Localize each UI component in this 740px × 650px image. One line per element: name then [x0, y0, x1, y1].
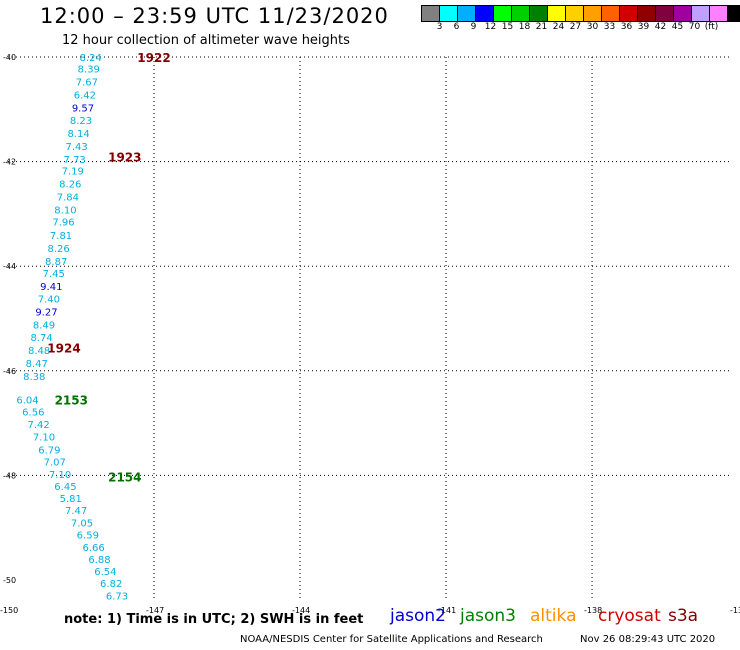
swh-value-label: 8.24 — [80, 53, 102, 64]
pass-time-label: 1924 — [47, 341, 80, 355]
swh-value-label: 7.40 — [38, 295, 60, 306]
page-title: 12:00 – 23:59 UTC 11/23/2020 — [40, 4, 389, 28]
lat-axis-label: -42 — [3, 158, 16, 167]
swh-value-label: 7.19 — [62, 166, 84, 177]
swh-value-label: 7.43 — [65, 142, 87, 153]
swh-value-label: 7.73 — [64, 155, 86, 166]
lon-axis-label: -138 — [584, 606, 602, 615]
swh-value-label: 7.10 — [33, 433, 55, 444]
lon-axis-label: -135 — [730, 606, 740, 615]
swh-value-label: 6.54 — [94, 567, 116, 578]
swh-value-label: 6.56 — [22, 408, 44, 419]
color-scale-label: 24 — [552, 22, 565, 32]
swh-value-label: 7.81 — [50, 231, 72, 242]
swh-value-label: 7.47 — [65, 506, 87, 517]
swh-value-label: 6.04 — [16, 396, 38, 407]
lat-axis-label: -44 — [3, 262, 16, 271]
swh-value-label: 7.05 — [71, 518, 93, 529]
swh-value-label: 7.96 — [52, 218, 74, 229]
swh-value-label: 8.49 — [33, 320, 55, 331]
lon-axis-label: -150 — [0, 606, 18, 615]
credit-text: NOAA/NESDIS Center for Satellite Applica… — [240, 634, 543, 645]
color-scale-label: (ft) — [704, 22, 719, 32]
lat-axis-label: -46 — [3, 367, 16, 376]
color-scale-bar — [421, 5, 740, 22]
swh-value-label: 8.74 — [30, 333, 52, 344]
color-scale-label: 45 — [671, 22, 684, 32]
swh-value-label: 9.57 — [72, 104, 94, 115]
swh-value-label: 7.45 — [43, 269, 65, 280]
swh-value-label: 6.59 — [77, 530, 99, 541]
swh-value-label: 6.45 — [54, 482, 76, 493]
color-scale-label: 70 — [688, 22, 701, 32]
swh-value-label: 8.38 — [23, 372, 45, 383]
color-scale-label: 12 — [484, 22, 497, 32]
page-subtitle: 12 hour collection of altimeter wave hei… — [62, 33, 350, 48]
swh-value-label: 6.66 — [83, 543, 105, 554]
swh-value-label: 6.42 — [74, 91, 96, 102]
color-scale-label: 36 — [620, 22, 633, 32]
lat-axis-label: -48 — [3, 471, 16, 480]
lon-axis-label: -144 — [292, 606, 310, 615]
color-scale-label: 33 — [603, 22, 616, 32]
swh-value-label: 5.81 — [60, 494, 82, 505]
lon-axis-label: -147 — [146, 606, 164, 615]
swh-value-label: 8.39 — [78, 65, 100, 76]
color-scale-label: 27 — [569, 22, 582, 32]
color-scale-label: 9 — [470, 22, 477, 32]
pass-time-label: 1922 — [137, 51, 170, 65]
color-scale-label: 6 — [453, 22, 460, 32]
swh-value-label: 6.73 — [106, 592, 128, 603]
swh-value-label: 6.82 — [100, 579, 122, 590]
swh-value-label: 7.42 — [28, 420, 50, 431]
satellite-legend-item: jason3 — [460, 606, 516, 626]
swh-value-label: 8.10 — [54, 206, 76, 217]
color-scale-label: 18 — [518, 22, 531, 32]
swh-value-label: 8.26 — [47, 244, 69, 255]
lat-axis-label: -50 — [3, 576, 16, 585]
swh-value-label: 8.14 — [67, 129, 89, 140]
color-scale-label: 21 — [535, 22, 548, 32]
swh-value-label: 8.48 — [28, 346, 50, 357]
swh-value-label: 7.10 — [49, 470, 71, 481]
swh-value-label: 6.88 — [88, 555, 110, 566]
timestamp-text: Nov 26 08:29:43 UTC 2020 — [580, 634, 716, 645]
color-scale-label: 42 — [654, 22, 667, 32]
swh-value-label: 7.67 — [76, 78, 98, 89]
pass-time-label: 2153 — [55, 394, 88, 408]
pass-time-label: 1923 — [108, 150, 141, 164]
footnote: note: 1) Time is in UTC; 2) SWH is in fe… — [64, 612, 364, 627]
swh-value-label: 8.26 — [59, 180, 81, 191]
swh-value-label: 8.23 — [70, 116, 92, 127]
color-scale-label: 3 — [436, 22, 443, 32]
lat-axis-label: -40 — [3, 53, 16, 62]
satellite-legend-item: altika — [530, 606, 577, 626]
color-scale-label: 15 — [501, 22, 514, 32]
color-scale-label: 39 — [637, 22, 650, 32]
pass-time-label: 2154 — [108, 470, 141, 484]
satellite-legend-item: jason2 — [390, 606, 446, 626]
lon-axis-label: -141 — [438, 606, 456, 615]
swh-value-label: 9.27 — [35, 308, 57, 319]
color-swatch — [727, 5, 740, 22]
swh-value-label: 8.47 — [26, 359, 48, 370]
satellite-legend-item: cryosat — [598, 606, 661, 626]
swh-value-label: 9.41 — [40, 282, 62, 293]
swh-value-label: 6.79 — [38, 445, 60, 456]
swh-value-label: 8.87 — [45, 257, 67, 268]
swh-value-label: 7.84 — [57, 193, 79, 204]
color-scale-label: 30 — [586, 22, 599, 32]
satellite-legend-item: s3a — [668, 606, 699, 626]
swh-value-label: 7.07 — [44, 457, 66, 468]
